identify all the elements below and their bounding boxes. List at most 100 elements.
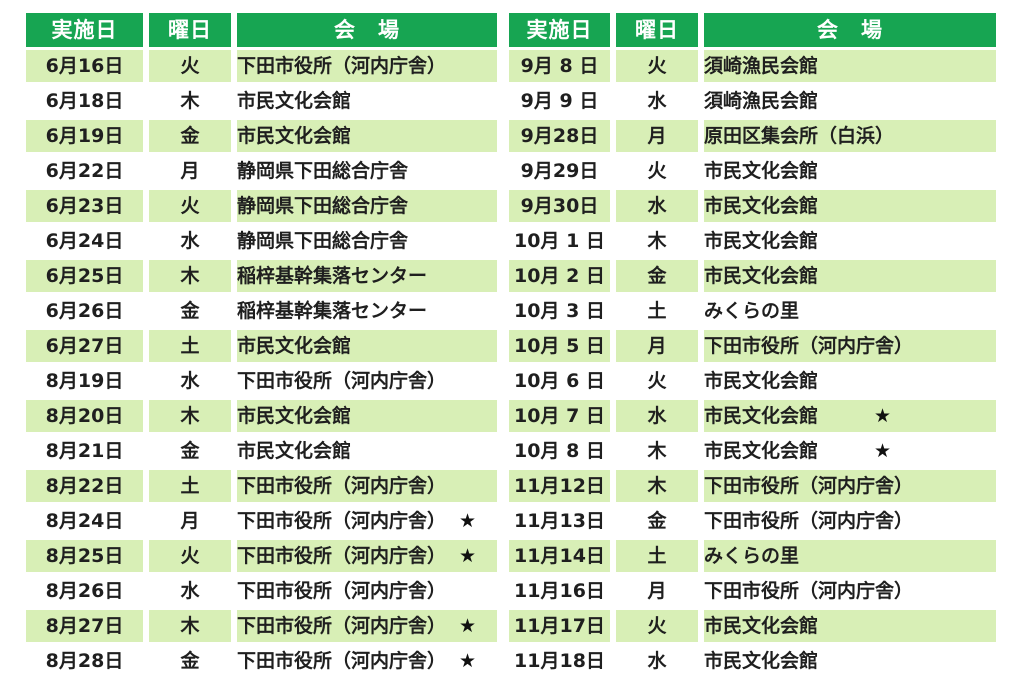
venue-cell: 下田市役所（河内庁舎） [704, 470, 996, 502]
venue-label: 下田市役所（河内庁舎） [237, 615, 447, 637]
day-cell: 金 [149, 120, 231, 152]
venue-label: 稲梓基幹集落センター [237, 265, 428, 287]
venue-cell: 下田市役所（河内庁舎） ★ [237, 540, 497, 572]
table-row: 10月 8 日 木 市民文化会館 ★ [509, 435, 996, 467]
day-cell: 木 [180, 90, 200, 112]
table-row: 11月14日 土 みくらの里 [509, 540, 996, 572]
date-cell: 9月 9 日 [520, 90, 599, 112]
venue-cell: 下田市役所（河内庁舎） [704, 330, 996, 362]
date-cell: 6月26日 [45, 300, 124, 322]
venue-cell: 市民文化会館 [704, 645, 996, 677]
venue-cell: 静岡県下田総合庁舎 [237, 225, 497, 257]
header-row: 実施日 曜日 会 場 [26, 13, 497, 47]
date-cell: 6月23日 [26, 190, 143, 222]
col-header-day: 曜日 [616, 13, 698, 47]
date-cell: 6月25日 [26, 260, 143, 292]
date-cell: 8月28日 [45, 650, 124, 672]
venue-label: 市民文化会館 [704, 615, 819, 637]
venue-label: 市民文化会館 [704, 405, 819, 427]
venue-label: 静岡県下田総合庁舎 [237, 160, 409, 182]
date-cell: 10月 1 日 [514, 230, 605, 252]
venue-cell: 市民文化会館 [237, 85, 497, 117]
table-row: 9月 9 日 水 須崎漁民会館 [509, 85, 996, 117]
date-cell: 6月16日 [26, 50, 143, 82]
day-cell: 火 [149, 540, 231, 572]
venue-label: 原田区集会所（白浜） [704, 125, 895, 147]
day-cell: 水 [647, 650, 667, 672]
day-cell: 火 [149, 190, 231, 222]
table-row: 8月26日 水 下田市役所（河内庁舎） [26, 575, 497, 607]
date-cell: 11月14日 [509, 540, 610, 572]
day-cell: 火 [647, 370, 667, 392]
day-cell: 土 [616, 540, 698, 572]
venue-cell: 市民文化会館 ★ [704, 435, 996, 467]
day-cell: 金 [616, 260, 698, 292]
table-row: 11月12日 木 下田市役所（河内庁舎） [509, 470, 996, 502]
star-icon: ★ [459, 650, 477, 672]
day-cell: 水 [180, 230, 200, 252]
date-cell: 10月 6 日 [514, 370, 605, 392]
table-row: 6月26日 金 稲梓基幹集落センター [26, 295, 497, 327]
date-cell: 8月21日 [45, 440, 124, 462]
day-cell: 水 [616, 400, 698, 432]
table-row: 9月29日 火 市民文化会館 [509, 155, 996, 187]
venue-label: 下田市役所（河内庁舎） [237, 545, 447, 567]
venue-label: 下田市役所（河内庁舎） [704, 580, 914, 602]
schedule-table-left: 実施日 曜日 会 場 6月16日 火 下田市役所（河内庁舎） 6月18日 木 市… [20, 10, 503, 680]
date-cell: 11月17日 [509, 610, 610, 642]
day-cell: 月 [616, 330, 698, 362]
day-cell: 火 [647, 160, 667, 182]
date-cell: 8月27日 [26, 610, 143, 642]
col-header-day: 曜日 [149, 13, 231, 47]
table-row: 9月28日 月 原田区集会所（白浜） [509, 120, 996, 152]
schedule-table-right: 実施日 曜日 会 場 9月 8 日 火 須崎漁民会館 9月 9 日 水 須崎漁民… [503, 10, 1002, 680]
day-cell: 月 [180, 510, 200, 532]
venue-cell: 市民文化会館 [704, 260, 996, 292]
day-cell: 水 [180, 580, 200, 602]
venue-cell: 市民文化会館 [704, 190, 996, 222]
date-cell: 6月24日 [45, 230, 124, 252]
table-row: 11月18日 水 市民文化会館 [509, 645, 996, 677]
venue-cell: 下田市役所（河内庁舎） [237, 470, 497, 502]
venue-cell: 市民文化会館 [237, 120, 497, 152]
day-cell: 木 [149, 610, 231, 642]
venue-label: 下田市役所（河内庁舎） [237, 580, 447, 602]
venue-label: 市民文化会館 [237, 125, 352, 147]
venue-label: 下田市役所（河内庁舎） [237, 650, 447, 672]
table-row: 9月30日 水 市民文化会館 [509, 190, 996, 222]
date-cell: 10月 2 日 [509, 260, 610, 292]
venue-cell: 下田市役所（河内庁舎） [704, 575, 996, 607]
date-cell: 8月19日 [45, 370, 124, 392]
star-icon: ★ [874, 405, 892, 427]
date-cell: 8月24日 [45, 510, 124, 532]
date-cell: 11月16日 [514, 580, 605, 602]
day-cell: 水 [616, 190, 698, 222]
date-cell: 8月22日 [26, 470, 143, 502]
table-row: 10月 1 日 木 市民文化会館 [509, 225, 996, 257]
venue-cell: 市民文化会館 [704, 610, 996, 642]
day-cell: 木 [616, 470, 698, 502]
venue-label: 下田市役所（河内庁舎） [237, 510, 447, 532]
day-cell: 水 [180, 370, 200, 392]
venue-label: 下田市役所（河内庁舎） [704, 510, 914, 532]
date-cell: 6月18日 [45, 90, 124, 112]
venue-label: 市民文化会館 [237, 440, 352, 462]
table-row: 8月25日 火 下田市役所（河内庁舎） ★ [26, 540, 497, 572]
date-cell: 11月12日 [509, 470, 610, 502]
day-cell: 月 [180, 160, 200, 182]
date-cell: 10月 7 日 [509, 400, 610, 432]
col-header-date: 実施日 [26, 13, 143, 47]
table-row: 11月13日 金 下田市役所（河内庁舎） [509, 505, 996, 537]
table-row: 11月17日 火 市民文化会館 [509, 610, 996, 642]
day-cell: 火 [149, 50, 231, 82]
venue-label: 市民文化会館 [704, 440, 819, 462]
table-row: 8月24日 月 下田市役所（河内庁舎） ★ [26, 505, 497, 537]
table-row: 8月20日 木 市民文化会館 [26, 400, 497, 432]
day-cell: 金 [647, 510, 667, 532]
venue-label: 市民文化会館 [704, 230, 819, 252]
table-row: 6月27日 土 市民文化会館 [26, 330, 497, 362]
venue-label: 市民文化会館 [704, 195, 819, 217]
star-icon: ★ [459, 510, 477, 532]
day-cell: 金 [180, 650, 200, 672]
